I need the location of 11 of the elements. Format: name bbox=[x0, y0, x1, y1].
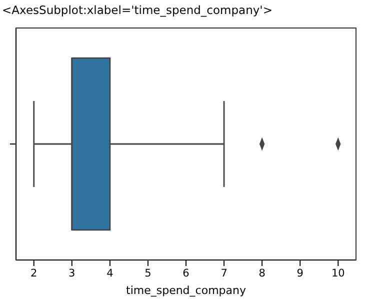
x-axis-title: time_spend_company bbox=[126, 284, 246, 297]
x-tick-label: 8 bbox=[258, 267, 266, 280]
chart-title: <AxesSubplot:xlabel='time_spend_company'> bbox=[2, 3, 272, 17]
x-tick-label: 5 bbox=[144, 267, 152, 280]
x-tick-label: 3 bbox=[68, 267, 76, 280]
x-tick-label: 4 bbox=[106, 267, 114, 280]
x-tick-label: 10 bbox=[331, 267, 345, 280]
x-tick-label: 7 bbox=[220, 267, 228, 280]
x-tick-label: 9 bbox=[296, 267, 304, 280]
x-tick-label: 6 bbox=[182, 267, 190, 280]
x-tick-label: 2 bbox=[30, 267, 38, 280]
